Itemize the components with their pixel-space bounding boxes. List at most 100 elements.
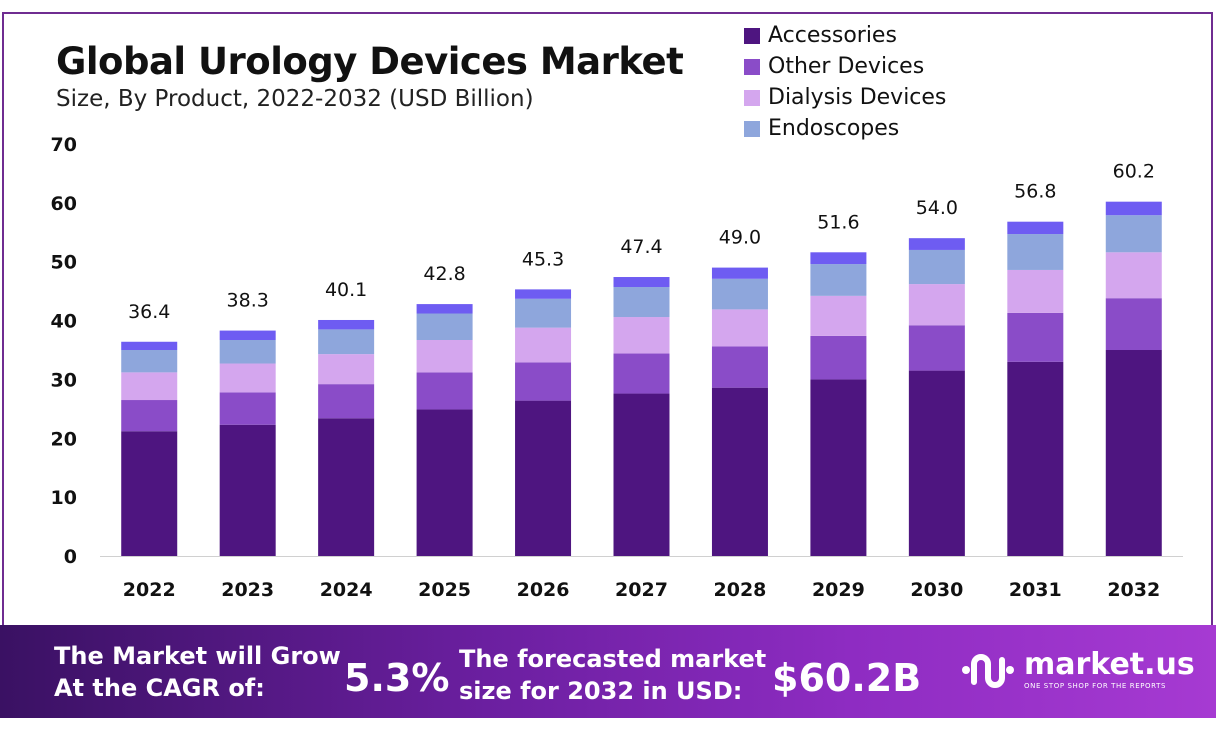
x-tick-label: 2030	[910, 579, 963, 601]
legend-swatch-endoscopes	[744, 120, 760, 137]
legend-item-other-devices: Other Devices	[744, 51, 946, 82]
legend-label-endoscopes: Endoscopes	[768, 116, 900, 141]
bar-segment	[1105, 252, 1162, 299]
legend-swatch-dialysis-devices	[744, 89, 760, 106]
chart-subtitle: Size, By Product, 2022-2032 (USD Billion…	[56, 86, 534, 112]
bar-segment	[810, 295, 867, 336]
legend-swatch-other-devices	[744, 58, 760, 75]
x-tick-label: 2023	[221, 579, 274, 601]
bar-segment	[219, 363, 276, 393]
bar-segment	[908, 249, 965, 285]
y-tick-label: 20	[51, 428, 77, 450]
bar-segment	[416, 409, 473, 556]
bar-total-label: 49.0	[719, 227, 761, 249]
bar-segment	[219, 424, 276, 556]
brand-tagline: ONE STOP SHOP FOR THE REPORTS	[1024, 682, 1167, 690]
y-tick-label: 10	[51, 487, 77, 509]
bar-segment	[613, 317, 670, 354]
bar-total-label: 40.1	[325, 279, 367, 301]
legend-item-dialysis-devices: Dialysis Devices	[744, 82, 946, 113]
bar-segment	[1105, 298, 1162, 350]
bar-total-label: 54.0	[916, 197, 958, 219]
cagr-label: The Market will Grow At the CAGR of:	[54, 640, 341, 704]
bar-segment	[613, 393, 670, 556]
y-tick-label: 40	[51, 311, 77, 333]
y-tick-label: 70	[51, 134, 77, 156]
bar-segment	[1007, 269, 1064, 313]
chart-title: Global Urology Devices Market	[56, 40, 684, 83]
bar-segment	[515, 298, 572, 328]
bar-segment	[121, 372, 178, 401]
chart-legend: Accessories Other Devices Dialysis Devic…	[744, 20, 946, 144]
brand-logo: market.us ONE STOP SHOP FOR THE REPORTS	[960, 648, 1195, 692]
bar-total-label: 36.4	[128, 301, 170, 323]
x-tick-label: 2025	[418, 579, 471, 601]
y-tick-label: 0	[64, 546, 77, 568]
bar-segment	[1007, 234, 1064, 270]
y-tick-label: 30	[51, 369, 77, 391]
bar-total-label: 47.4	[620, 236, 662, 258]
bar-segment	[121, 431, 178, 556]
bar-total-label: 42.8	[423, 263, 465, 285]
bar-segment	[318, 418, 375, 556]
bar-segment	[613, 287, 670, 318]
bar-segment	[121, 400, 178, 432]
brand-text-block: market.us ONE STOP SHOP FOR THE REPORTS	[1024, 647, 1195, 691]
y-tick-label: 60	[51, 193, 77, 215]
x-tick-label: 2029	[812, 579, 865, 601]
bar-segment	[810, 335, 867, 380]
bar-segment	[810, 379, 867, 556]
bar-segment	[613, 353, 670, 394]
bar-segment	[416, 304, 473, 314]
bar-total-label: 45.3	[522, 248, 564, 270]
bar-segment	[908, 238, 965, 250]
bar-segment	[711, 387, 768, 556]
legend-item-accessories: Accessories	[744, 20, 946, 51]
bar-segment	[908, 284, 965, 326]
bar-segment	[711, 309, 768, 347]
bar-segment	[318, 319, 375, 330]
bar-segment	[810, 252, 867, 265]
x-tick-label: 2027	[615, 579, 668, 601]
forecast-value: $60.2B	[772, 656, 922, 700]
bar-segment	[908, 325, 965, 371]
forecast-label: The forecasted market size for 2032 in U…	[459, 643, 766, 707]
bar-total-label: 56.8	[1014, 181, 1056, 203]
x-tick-label: 2026	[517, 579, 570, 601]
bar-segment	[1105, 350, 1162, 556]
bar-segment	[416, 313, 473, 340]
x-tick-label: 2028	[714, 579, 767, 601]
bar-segment	[810, 264, 867, 296]
bar-total-label: 38.3	[227, 290, 269, 312]
bar-segment	[711, 278, 768, 310]
x-tick-label: 2031	[1009, 579, 1062, 601]
legend-label-other-devices: Other Devices	[768, 54, 925, 79]
bar-segment	[1007, 312, 1064, 362]
bar-segment	[1105, 215, 1162, 253]
legend-swatch-accessories	[744, 27, 760, 44]
bar-segment	[219, 392, 276, 425]
stacked-bar-chart: 01020304050607036.4202238.3202340.120244…	[51, 134, 1183, 601]
market-us-logo-icon	[962, 654, 1014, 688]
bar-segment	[318, 354, 375, 385]
cagr-value: 5.3%	[344, 656, 450, 700]
bar-segment	[219, 330, 276, 340]
bar-segment	[318, 384, 375, 419]
y-tick-label: 50	[51, 252, 77, 274]
bar-segment	[613, 277, 670, 288]
legend-label-dialysis-devices: Dialysis Devices	[768, 85, 947, 110]
legend-label-accessories: Accessories	[768, 23, 897, 48]
bar-total-label: 60.2	[1113, 161, 1155, 183]
x-tick-label: 2024	[320, 579, 373, 601]
bar-segment	[515, 400, 572, 556]
bar-segment	[416, 339, 473, 373]
bar-segment	[121, 341, 178, 350]
bar-segment	[1007, 221, 1064, 235]
bar-segment	[416, 372, 473, 410]
cagr-label-line1: The Market will Grow	[54, 642, 341, 670]
forecast-label-line1: The forecasted market	[459, 645, 767, 673]
bar-total-label: 51.6	[817, 211, 859, 233]
bar-segment	[121, 350, 178, 373]
bar-segment	[515, 362, 572, 401]
brand-name: market.us	[1024, 647, 1195, 682]
